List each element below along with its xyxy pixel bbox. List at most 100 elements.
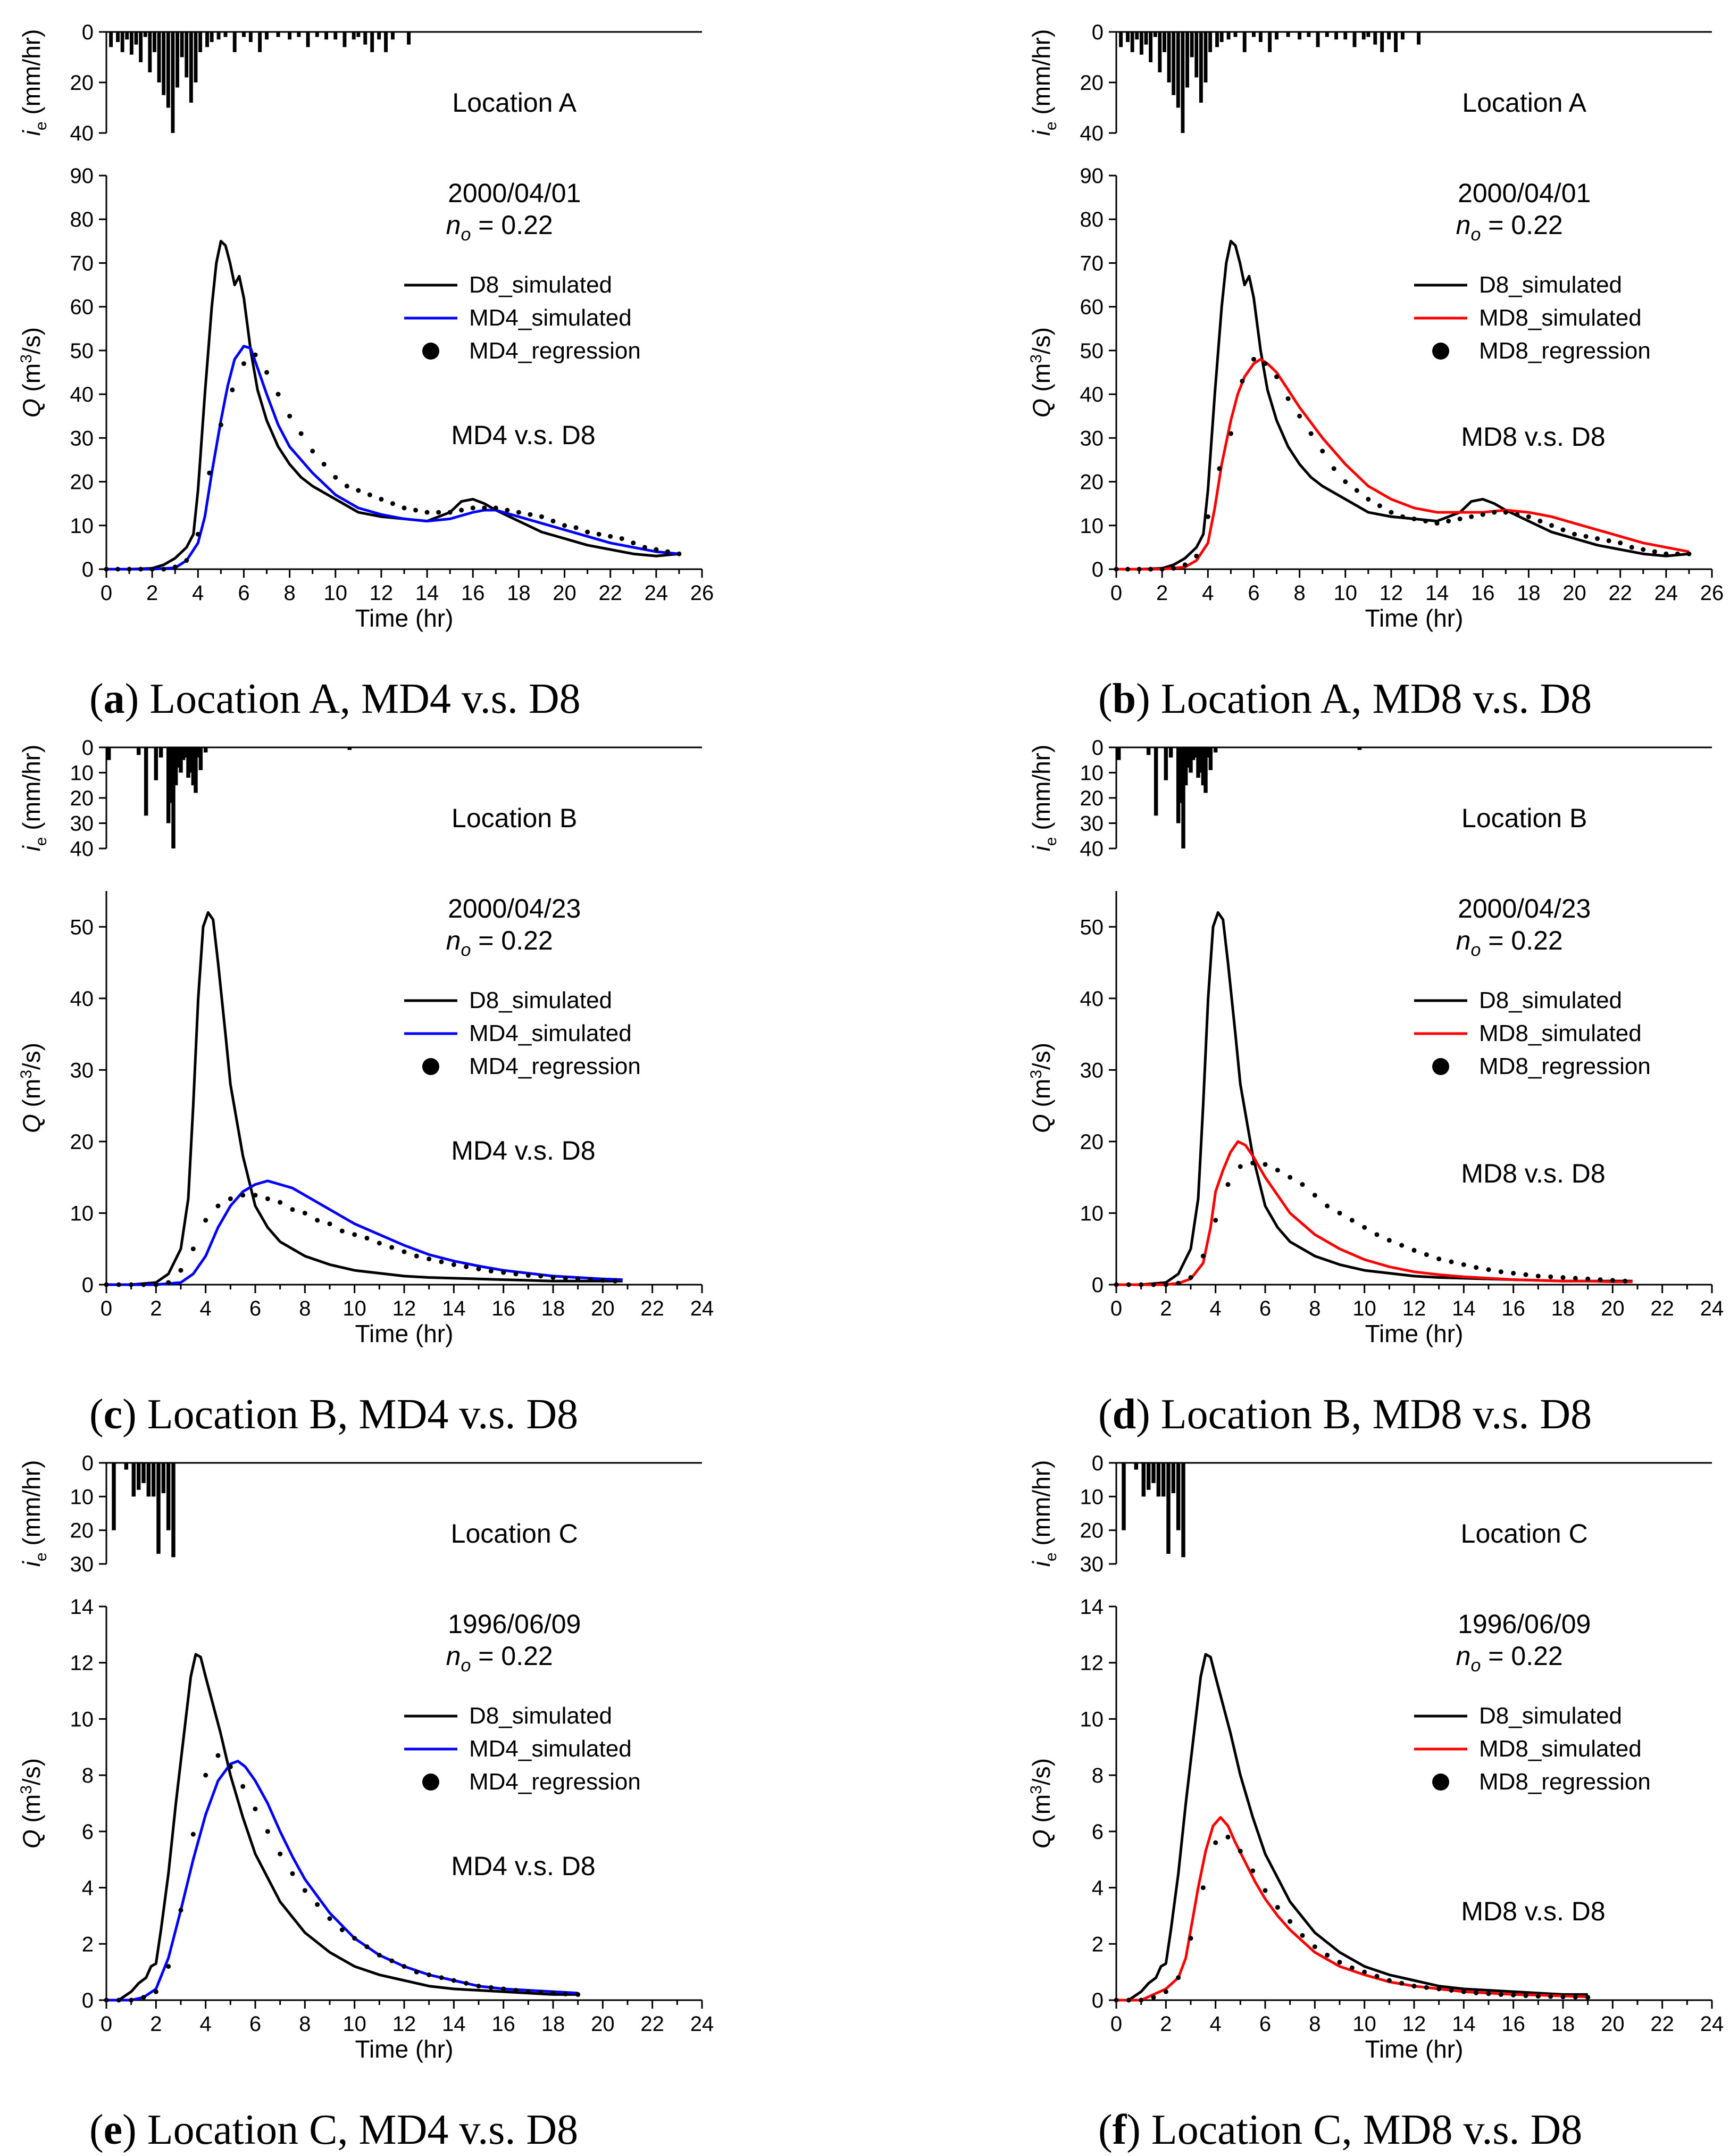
x-tick-label: 20	[591, 1297, 615, 1320]
x-tick-label: 2	[1160, 1297, 1172, 1320]
rain-y-label-text: ie (mm/hr)	[1027, 1460, 1060, 1567]
regression-point	[439, 1259, 444, 1264]
regression-point	[275, 392, 281, 397]
x-tick-label: 20	[1601, 2012, 1625, 2036]
x-tick-label: 0	[101, 581, 112, 605]
rain-bar	[171, 32, 175, 133]
legend-label: D8_simulated	[1479, 272, 1622, 298]
x-tick-label: 2	[150, 2012, 162, 2036]
regression-point	[1623, 1278, 1628, 1284]
rain-y-label-text: ie (mm/hr)	[18, 29, 50, 136]
regression-point	[1411, 1247, 1417, 1253]
regression-point	[427, 1972, 432, 1977]
caption-letter: b	[1113, 676, 1136, 722]
y-label-text: Q (m3/s)	[18, 1758, 45, 1849]
rain-bar	[1146, 1463, 1151, 1490]
regression-point	[1200, 1253, 1206, 1259]
regression-point	[538, 1989, 544, 1995]
rain-bar	[1352, 32, 1357, 47]
legend-label: MD8_simulated	[1479, 1736, 1642, 1762]
x-tick-label: 18	[507, 581, 531, 605]
legend-label: MD4_simulated	[469, 1736, 632, 1762]
regression-point	[1114, 567, 1119, 572]
regression-point	[501, 1270, 506, 1275]
x-tick-label: 26	[1700, 581, 1724, 605]
rain-bar	[1206, 747, 1210, 757]
legend-label: MD4_simulated	[469, 305, 632, 331]
q-superscript: 3	[18, 354, 35, 363]
n-subscript: o	[461, 224, 471, 245]
legend-label: MD8_simulated	[1479, 1020, 1642, 1046]
ie-symbol: i	[18, 129, 45, 136]
rain-bar	[391, 32, 395, 40]
regression-point	[1205, 514, 1210, 519]
x-tick-label: 24	[1700, 2012, 1724, 2036]
rain-bar	[109, 32, 113, 47]
regression-point	[414, 1253, 419, 1259]
x-tick-label: 10	[342, 1297, 366, 1320]
regression-point	[1139, 1997, 1144, 2003]
regression-point	[513, 1271, 519, 1277]
rain-y-tick-label: 20	[70, 1519, 94, 1543]
x-tick-label: 18	[1517, 581, 1541, 605]
regression-point	[1515, 512, 1520, 517]
y-tick-label: 30	[1080, 1059, 1104, 1082]
y-label-text: Q (m3/s)	[1027, 1758, 1055, 1849]
x-tick-label: 12	[370, 581, 394, 605]
rain-bar	[1268, 32, 1272, 52]
legend-swatch-dot	[422, 1774, 439, 1791]
regression-point	[161, 567, 166, 572]
rain-bar	[185, 32, 189, 78]
regression-point	[528, 512, 533, 517]
legend-label: MD8_regression	[1479, 1053, 1651, 1079]
regression-point	[1461, 1262, 1466, 1267]
rain-bar	[297, 32, 301, 37]
y-tick-label: 10	[70, 514, 94, 538]
rain-bar	[1357, 747, 1362, 750]
ie-symbol: i	[1027, 1560, 1055, 1567]
x-tick-label: 8	[299, 1297, 311, 1320]
rain-bar	[198, 32, 203, 52]
q-unit-start: (m	[1027, 1794, 1055, 1829]
q-unit-start: (m	[18, 1794, 45, 1829]
rain-bar	[276, 32, 280, 37]
regression-point	[352, 1936, 357, 1941]
x-tick-label: 22	[1608, 581, 1632, 605]
regression-point	[665, 549, 670, 554]
series-d8-simulated	[106, 911, 623, 1286]
rain-bar	[166, 747, 171, 823]
caption-letter: e	[104, 2107, 123, 2153]
x-tick-label: 0	[1110, 1297, 1122, 1320]
n-value: = 0.22	[471, 210, 553, 240]
rain-bar	[1361, 32, 1366, 40]
legend-label: MD4_regression	[469, 338, 641, 364]
rain-bar	[1258, 32, 1263, 42]
x-tick-label: 6	[249, 2012, 261, 2036]
n-value: = 0.22	[1481, 926, 1562, 955]
regression-point	[1320, 448, 1325, 454]
rain-bar	[154, 747, 158, 780]
rain-bar	[136, 747, 141, 755]
rain-bar	[1334, 32, 1338, 40]
regression-point	[608, 534, 613, 539]
regression-point	[1308, 431, 1314, 436]
x-axis-label: Time (hr)	[355, 1320, 454, 1347]
x-tick-label: 22	[1650, 1297, 1674, 1320]
x-tick-label: 0	[101, 2012, 112, 2036]
caption-text: ) Location B, MD8 v.s. D8	[1136, 1391, 1592, 1438]
q-superscript: 3	[18, 1070, 35, 1079]
regression-point	[476, 1984, 481, 1989]
rain-bar	[1226, 32, 1231, 40]
regression-point	[1652, 549, 1657, 554]
regression-point	[153, 1282, 158, 1287]
rain-bar	[131, 1463, 136, 1497]
x-tick-label: 26	[690, 581, 714, 605]
rain-bar	[1156, 1463, 1161, 1497]
rain-bar	[176, 747, 181, 768]
rain-bar	[153, 32, 156, 52]
regression-point	[1114, 1997, 1119, 2003]
ie-symbol: i	[18, 1560, 45, 1567]
